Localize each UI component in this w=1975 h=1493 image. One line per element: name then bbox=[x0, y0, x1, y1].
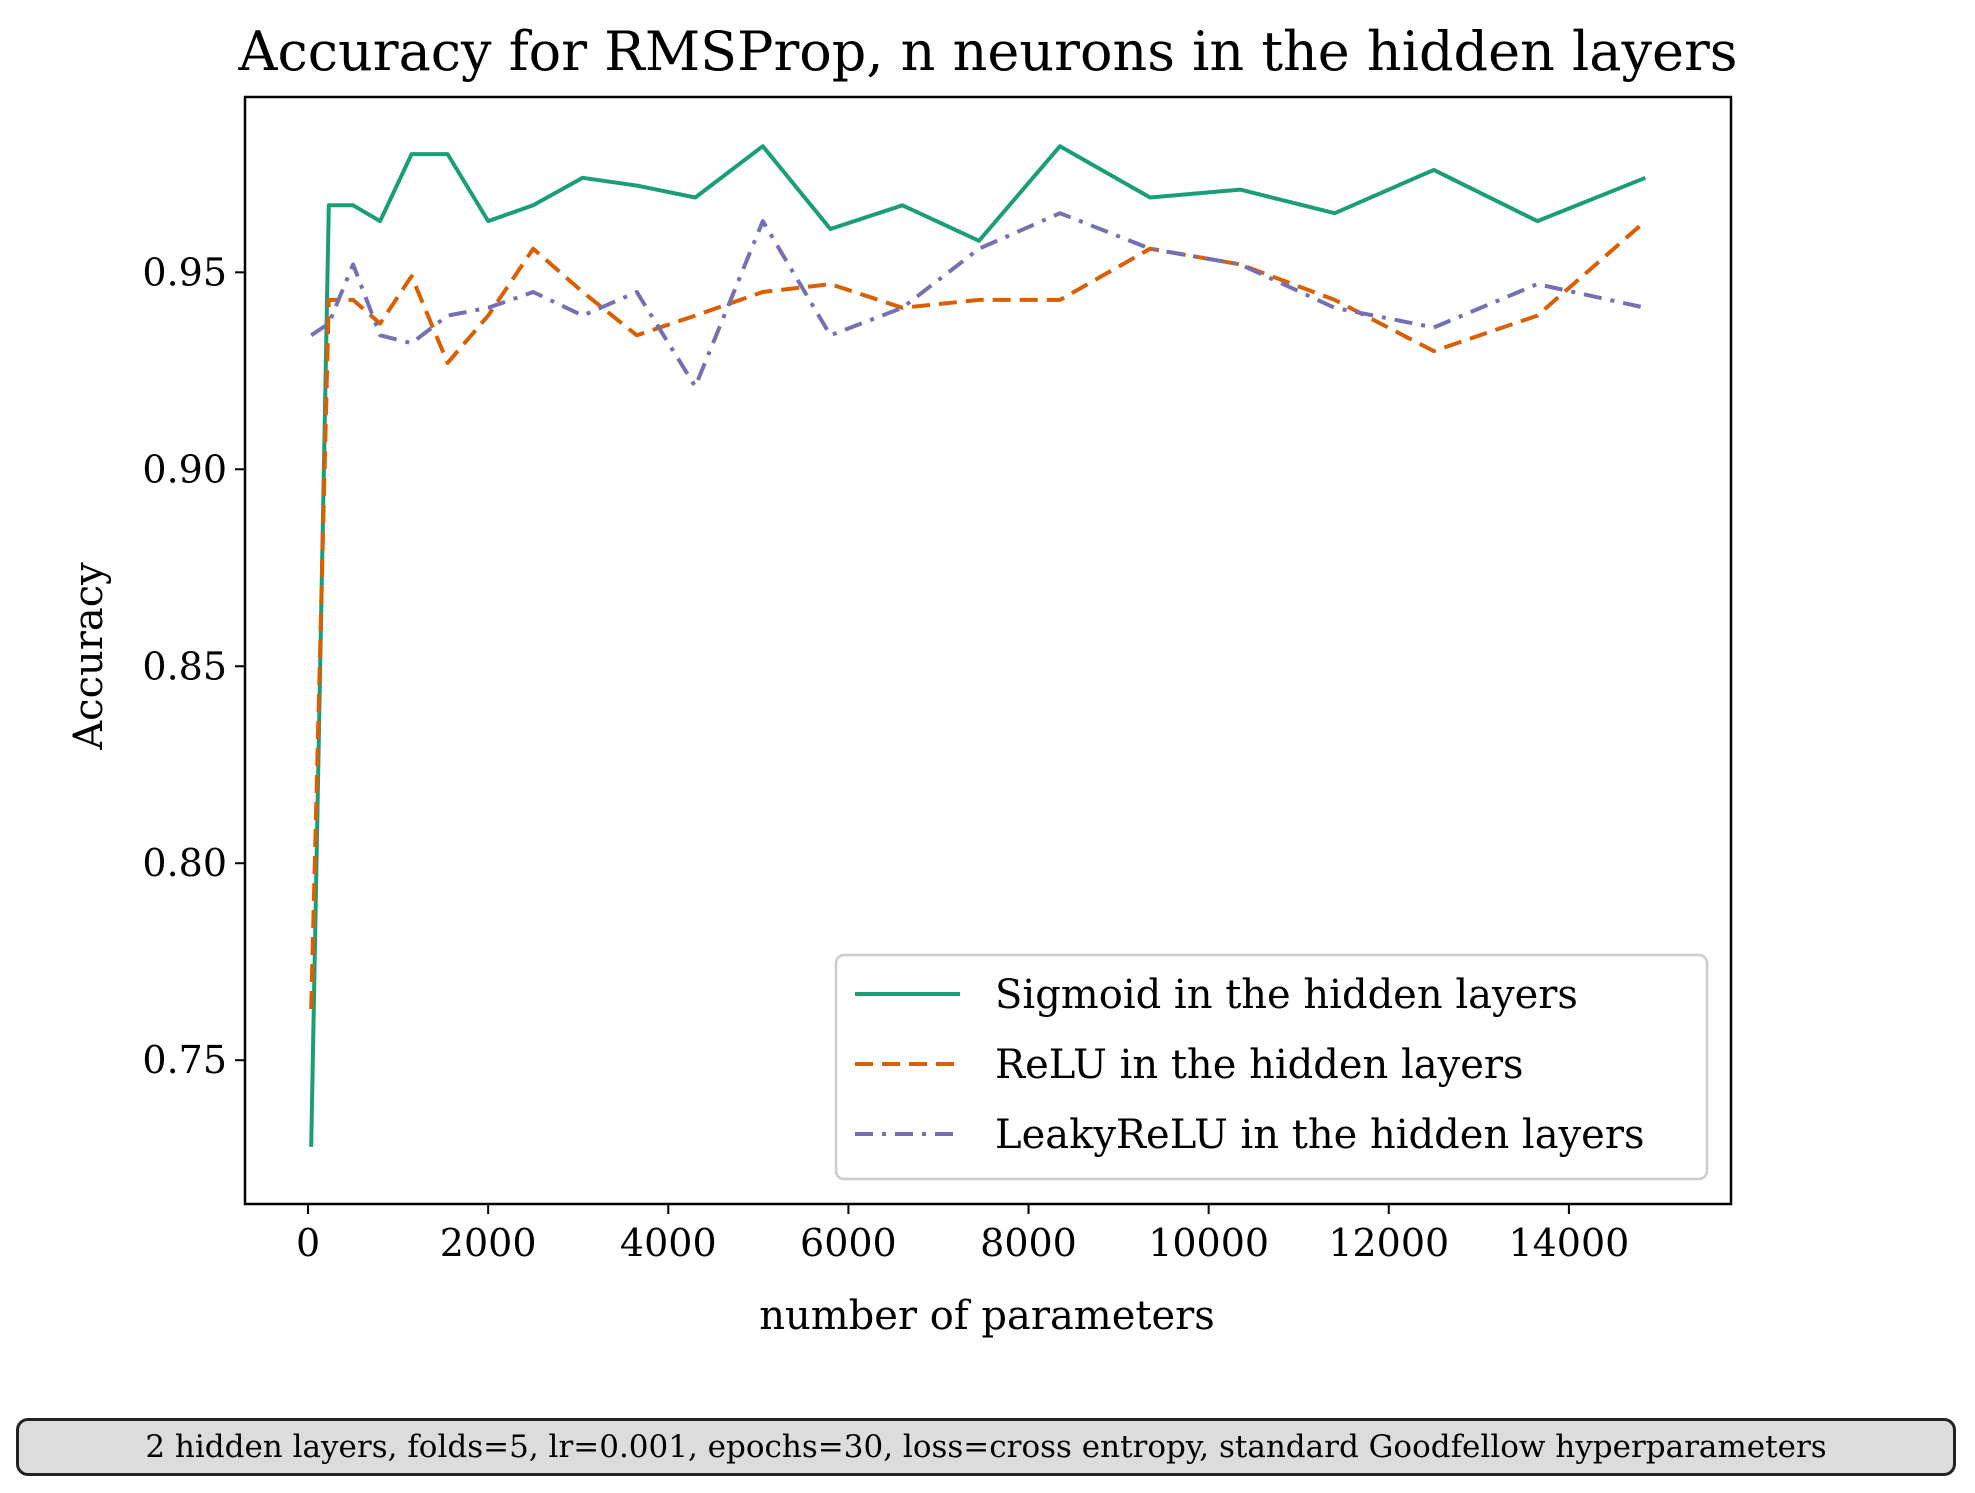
series-line-1 bbox=[309, 144, 1647, 1147]
y-tick-label: 0.90 bbox=[142, 447, 227, 491]
x-tick-label: 10000 bbox=[1148, 1221, 1269, 1265]
x-tick-label: 6000 bbox=[800, 1221, 897, 1265]
x-tick-label: 2000 bbox=[440, 1221, 537, 1265]
y-tick-label: 0.75 bbox=[142, 1038, 227, 1082]
x-tick-label: 12000 bbox=[1328, 1221, 1449, 1265]
legend-label-2: ReLU in the hidden layers bbox=[995, 1042, 1524, 1088]
y-axis-label: Accuracy bbox=[66, 562, 112, 751]
x-tick-label: 14000 bbox=[1508, 1221, 1629, 1265]
series-line-3 bbox=[310, 211, 1646, 389]
plot-area-frame bbox=[243, 95, 1733, 1206]
x-tick-label: 4000 bbox=[620, 1221, 717, 1265]
legend-label-3: LeakyReLU in the hidden layers bbox=[995, 1112, 1644, 1158]
legend-label-1: Sigmoid in the hidden layers bbox=[995, 972, 1578, 1018]
x-axis-label: number of parameters bbox=[759, 1293, 1215, 1339]
y-tick-label: 0.85 bbox=[142, 644, 227, 688]
legend: Sigmoid in the hidden layers ReLU in the … bbox=[834, 953, 1709, 1181]
footnote-box: 2 hidden layers, folds=5, lr=0.001, epoc… bbox=[16, 1418, 1956, 1476]
y-tick-label: 0.80 bbox=[142, 841, 227, 885]
footnote-text: 2 hidden layers, folds=5, lr=0.001, epoc… bbox=[145, 1429, 1827, 1465]
y-tick-label: 0.95 bbox=[142, 250, 227, 294]
x-tick-label: 0 bbox=[296, 1221, 320, 1265]
chart-title: Accuracy for RMSProp, n neurons in the h… bbox=[238, 20, 1738, 83]
series-lines bbox=[309, 144, 1647, 1147]
x-axis-ticks: 0 2000 4000 6000 8000 10000 12000 14000 bbox=[296, 1204, 1629, 1265]
x-tick-label: 8000 bbox=[980, 1221, 1077, 1265]
y-axis-ticks: 0.75 0.80 0.85 0.90 0.95 bbox=[142, 250, 245, 1082]
legend-box bbox=[834, 953, 1709, 1181]
series-line-2 bbox=[309, 219, 1647, 1010]
